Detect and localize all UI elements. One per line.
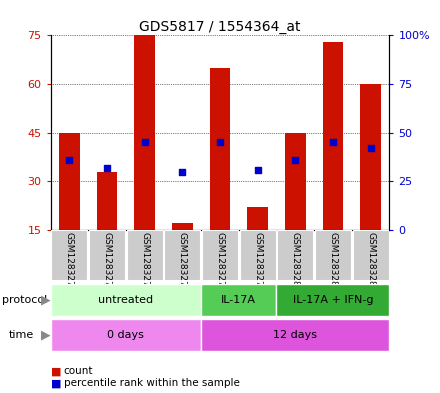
Bar — [134, 35, 155, 230]
Point — [179, 168, 186, 174]
Text: GSM1283276: GSM1283276 — [140, 232, 149, 293]
Bar — [59, 132, 80, 230]
Text: GSM1283275: GSM1283275 — [103, 232, 112, 293]
Bar — [352, 230, 389, 281]
Bar — [360, 84, 381, 230]
Point — [216, 139, 224, 145]
Text: GSM1283280: GSM1283280 — [291, 232, 300, 293]
Bar — [172, 223, 193, 230]
Point — [254, 167, 261, 173]
Point — [141, 139, 148, 145]
Text: protocol: protocol — [2, 295, 48, 305]
Bar — [201, 319, 389, 351]
Text: ■: ■ — [51, 366, 61, 376]
Text: ▶: ▶ — [40, 328, 50, 342]
Point — [66, 157, 73, 163]
Text: GSM1283274: GSM1283274 — [65, 232, 74, 293]
Text: ▶: ▶ — [40, 293, 50, 307]
Text: count: count — [64, 366, 93, 376]
Bar — [201, 284, 276, 316]
Bar — [277, 230, 313, 281]
Text: GSM1283282: GSM1283282 — [366, 232, 375, 293]
Text: GSM1283279: GSM1283279 — [253, 232, 262, 293]
Point — [103, 165, 110, 171]
Text: untreated: untreated — [98, 295, 154, 305]
Bar — [285, 132, 306, 230]
Bar — [127, 230, 163, 281]
Bar — [315, 230, 351, 281]
Text: GSM1283281: GSM1283281 — [328, 232, 337, 293]
Bar — [89, 230, 125, 281]
Text: IL-17A + IFN-g: IL-17A + IFN-g — [293, 295, 373, 305]
Bar — [97, 171, 117, 230]
Title: GDS5817 / 1554364_at: GDS5817 / 1554364_at — [139, 20, 301, 34]
Text: IL-17A: IL-17A — [221, 295, 257, 305]
Bar — [276, 284, 389, 316]
Text: ■: ■ — [51, 378, 61, 388]
Point — [367, 145, 374, 151]
Point — [292, 157, 299, 163]
Text: 0 days: 0 days — [107, 330, 144, 340]
Bar — [209, 68, 231, 230]
Bar — [323, 42, 343, 230]
Bar — [202, 230, 238, 281]
Bar — [51, 284, 201, 316]
Text: GSM1283277: GSM1283277 — [178, 232, 187, 293]
Bar — [164, 230, 201, 281]
Bar — [51, 319, 201, 351]
Bar — [239, 230, 276, 281]
Text: time: time — [9, 330, 34, 340]
Point — [330, 139, 337, 145]
Bar — [247, 207, 268, 230]
Bar — [51, 230, 88, 281]
Text: percentile rank within the sample: percentile rank within the sample — [64, 378, 240, 388]
Text: GSM1283278: GSM1283278 — [216, 232, 224, 293]
Text: 12 days: 12 days — [273, 330, 317, 340]
